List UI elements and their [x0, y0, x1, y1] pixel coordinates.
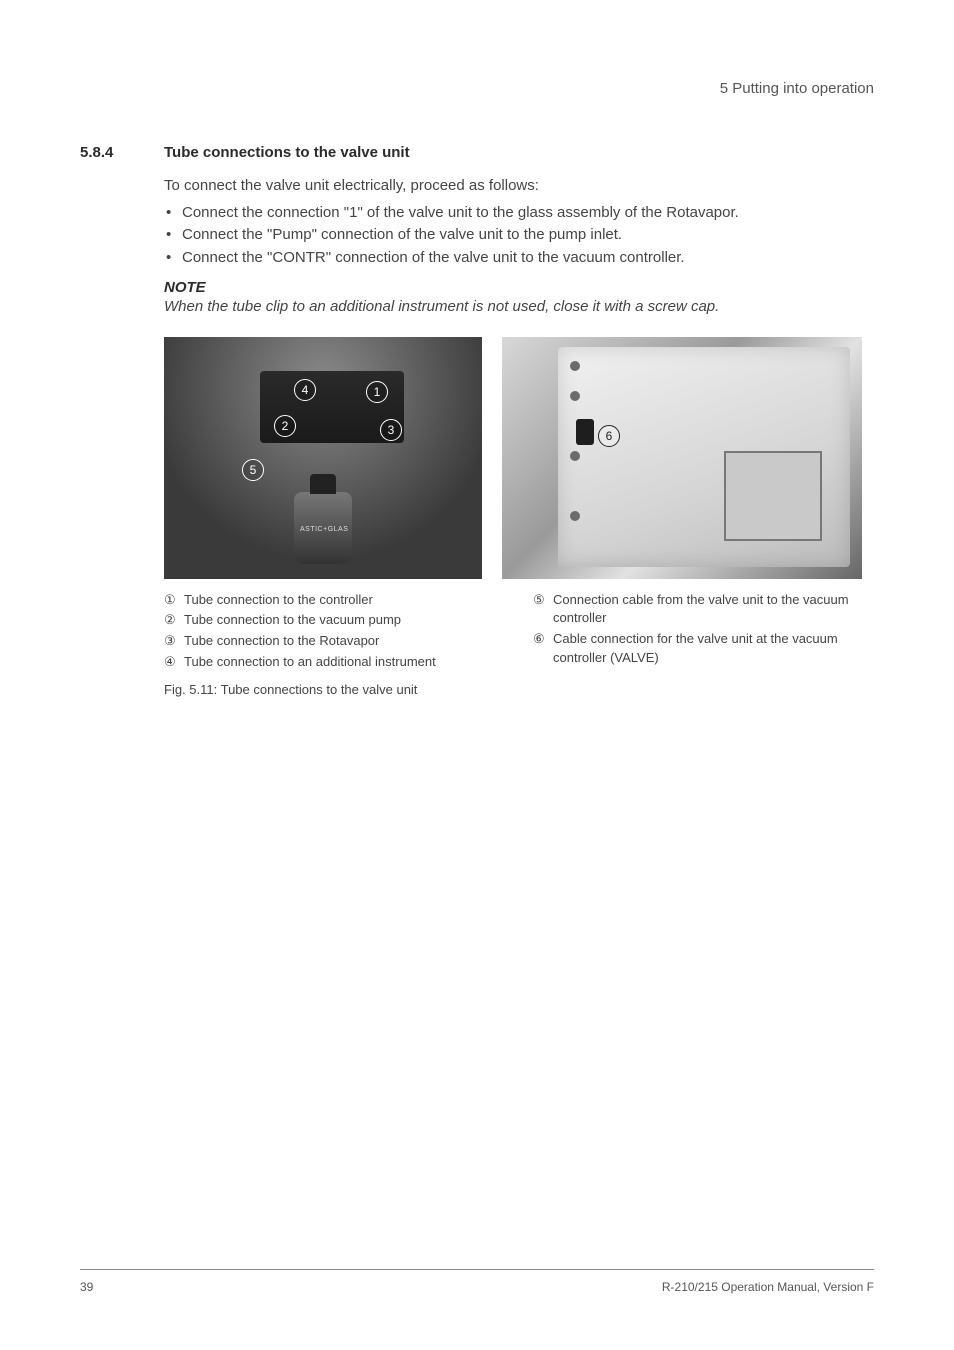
- legend-marker: ⑤: [533, 591, 547, 629]
- legend-item: ② Tube connection to the vacuum pump: [164, 611, 513, 630]
- callout-marker-4: 4: [294, 379, 316, 401]
- legend-text: Connection cable from the valve unit to …: [553, 591, 882, 629]
- instruction-item: Connect the "Pump" connection of the val…: [164, 224, 882, 247]
- legend-item: ⑥ Cable connection for the valve unit at…: [533, 630, 882, 668]
- doc-id: R-210/215 Operation Manual, Version F: [662, 1280, 874, 1294]
- photo-screws: [570, 361, 580, 371]
- callout-marker-2: 2: [274, 415, 296, 437]
- legend-marker: ①: [164, 591, 178, 610]
- photo-valve-unit: ASTIC+GLAS 4 1 2 3 5: [164, 337, 482, 579]
- footer: 39 R-210/215 Operation Manual, Version F: [80, 1269, 874, 1294]
- photo-cable: [576, 419, 594, 445]
- instruction-item: Connect the connection "1" of the valve …: [164, 202, 882, 225]
- instruction-item: Connect the "CONTR" connection of the va…: [164, 247, 882, 270]
- legend-text: Tube connection to an additional instrum…: [184, 653, 436, 672]
- figure-row: ASTIC+GLAS 4 1 2 3 5: [164, 337, 882, 579]
- legend-text: Tube connection to the Rotavapor: [184, 632, 379, 651]
- instruction-list: Connect the connection "1" of the valve …: [164, 202, 882, 270]
- legend-marker: ②: [164, 611, 178, 630]
- section-number: 5.8.4: [80, 144, 146, 697]
- photo-controller-body: [558, 347, 850, 567]
- legend: ① Tube connection to the controller ② Tu…: [164, 591, 882, 697]
- section: 5.8.4 Tube connections to the valve unit…: [80, 144, 874, 697]
- section-title: Tube connections to the valve unit: [164, 144, 882, 161]
- note-text: When the tube clip to an additional inst…: [164, 296, 882, 319]
- figure-right: 6: [502, 337, 862, 579]
- legend-left: ① Tube connection to the controller ② Tu…: [164, 591, 513, 697]
- figure-caption: Fig. 5.11: Tube connections to the valve…: [164, 682, 513, 697]
- callout-marker-6: 6: [598, 425, 620, 447]
- legend-text: Tube connection to the vacuum pump: [184, 611, 401, 630]
- photo-controller: 6: [502, 337, 862, 579]
- legend-marker: ③: [164, 632, 178, 651]
- note-label: NOTE: [164, 279, 882, 296]
- legend-item: ⑤ Connection cable from the valve unit t…: [533, 591, 882, 629]
- legend-text: Tube connection to the controller: [184, 591, 373, 610]
- callout-marker-1: 1: [366, 381, 388, 403]
- legend-item: ③ Tube connection to the Rotavapor: [164, 632, 513, 651]
- photo-bottle: ASTIC+GLAS: [294, 492, 352, 564]
- legend-marker: ④: [164, 653, 178, 672]
- legend-text: Cable connection for the valve unit at t…: [553, 630, 882, 668]
- legend-right: ⑤ Connection cable from the valve unit t…: [533, 591, 882, 697]
- page-number: 39: [80, 1280, 93, 1294]
- page: 5 Putting into operation 5.8.4 Tube conn…: [0, 0, 954, 1350]
- legend-marker: ⑥: [533, 630, 547, 668]
- figure-left: ASTIC+GLAS 4 1 2 3 5: [164, 337, 482, 579]
- intro-paragraph: To connect the valve unit electrically, …: [164, 175, 882, 198]
- callout-marker-3: 3: [380, 419, 402, 441]
- section-body: Tube connections to the valve unit To co…: [164, 144, 882, 697]
- running-head: 5 Putting into operation: [720, 80, 874, 97]
- callout-marker-5: 5: [242, 459, 264, 481]
- bottle-label: ASTIC+GLAS: [300, 526, 346, 533]
- legend-item: ① Tube connection to the controller: [164, 591, 513, 610]
- legend-item: ④ Tube connection to an additional instr…: [164, 653, 513, 672]
